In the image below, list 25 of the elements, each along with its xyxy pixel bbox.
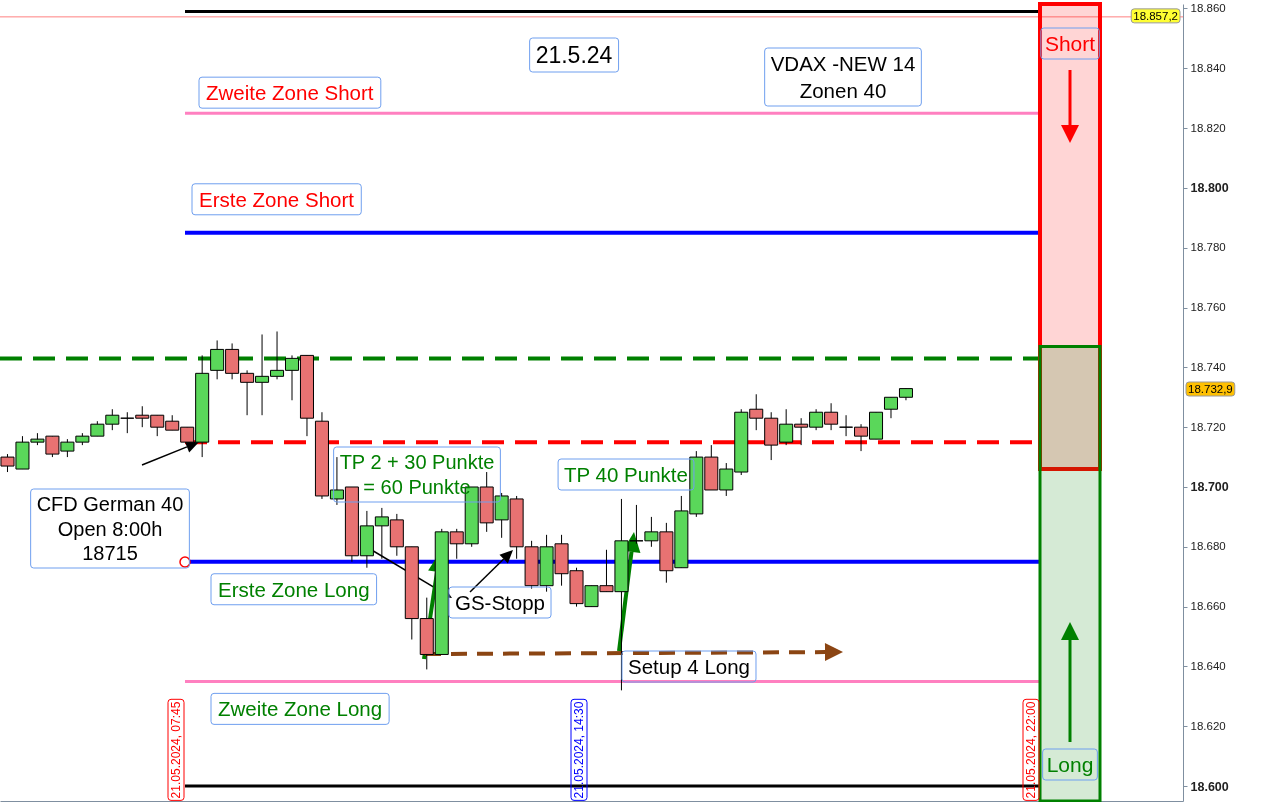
y-tick-label: 18.780 [1190, 241, 1226, 254]
ref-line-label: Zweite Zone Long [218, 697, 383, 721]
y-tick-label: 18.860 [1190, 1, 1226, 14]
annotation: TP 40 Punkte [564, 463, 688, 486]
annotation: 21.5.24 [535, 42, 613, 68]
annotation: CFD German 40 Open 8:00h 18715 [36, 493, 184, 564]
annotation: VDAX -NEW 14 Zonen 40 [770, 52, 916, 102]
y-tick-label: 18.680 [1190, 540, 1226, 553]
y-tick-label: 18.740 [1190, 360, 1226, 373]
y-tick-label: 18.640 [1190, 659, 1226, 672]
y-tick-label: 18.760 [1190, 301, 1226, 314]
annotation: GS-Stopp [454, 591, 546, 614]
ref-line-label: Erste Zone Long [218, 577, 370, 601]
y-tick-label: 18.720 [1190, 420, 1226, 433]
annotation: TP 2 + 30 Punkte = 60 Punkte [339, 451, 495, 498]
ref-line-label: Zweite Zone Short [206, 81, 374, 105]
y-tick-label: 18.620 [1190, 719, 1226, 732]
annotation: Setup 4 Long [628, 655, 750, 678]
ref-line-label: Erste Zone Short [199, 187, 355, 211]
y-tick-label: 18.800 [1190, 181, 1229, 196]
y-tick-label: 18.840 [1190, 61, 1226, 74]
y-tick-label: 18.700 [1190, 480, 1229, 495]
y-tick-label: 18.600 [1190, 779, 1229, 794]
y-tick-label: 18.660 [1190, 600, 1226, 613]
y-tick-label: 18.820 [1190, 121, 1226, 134]
